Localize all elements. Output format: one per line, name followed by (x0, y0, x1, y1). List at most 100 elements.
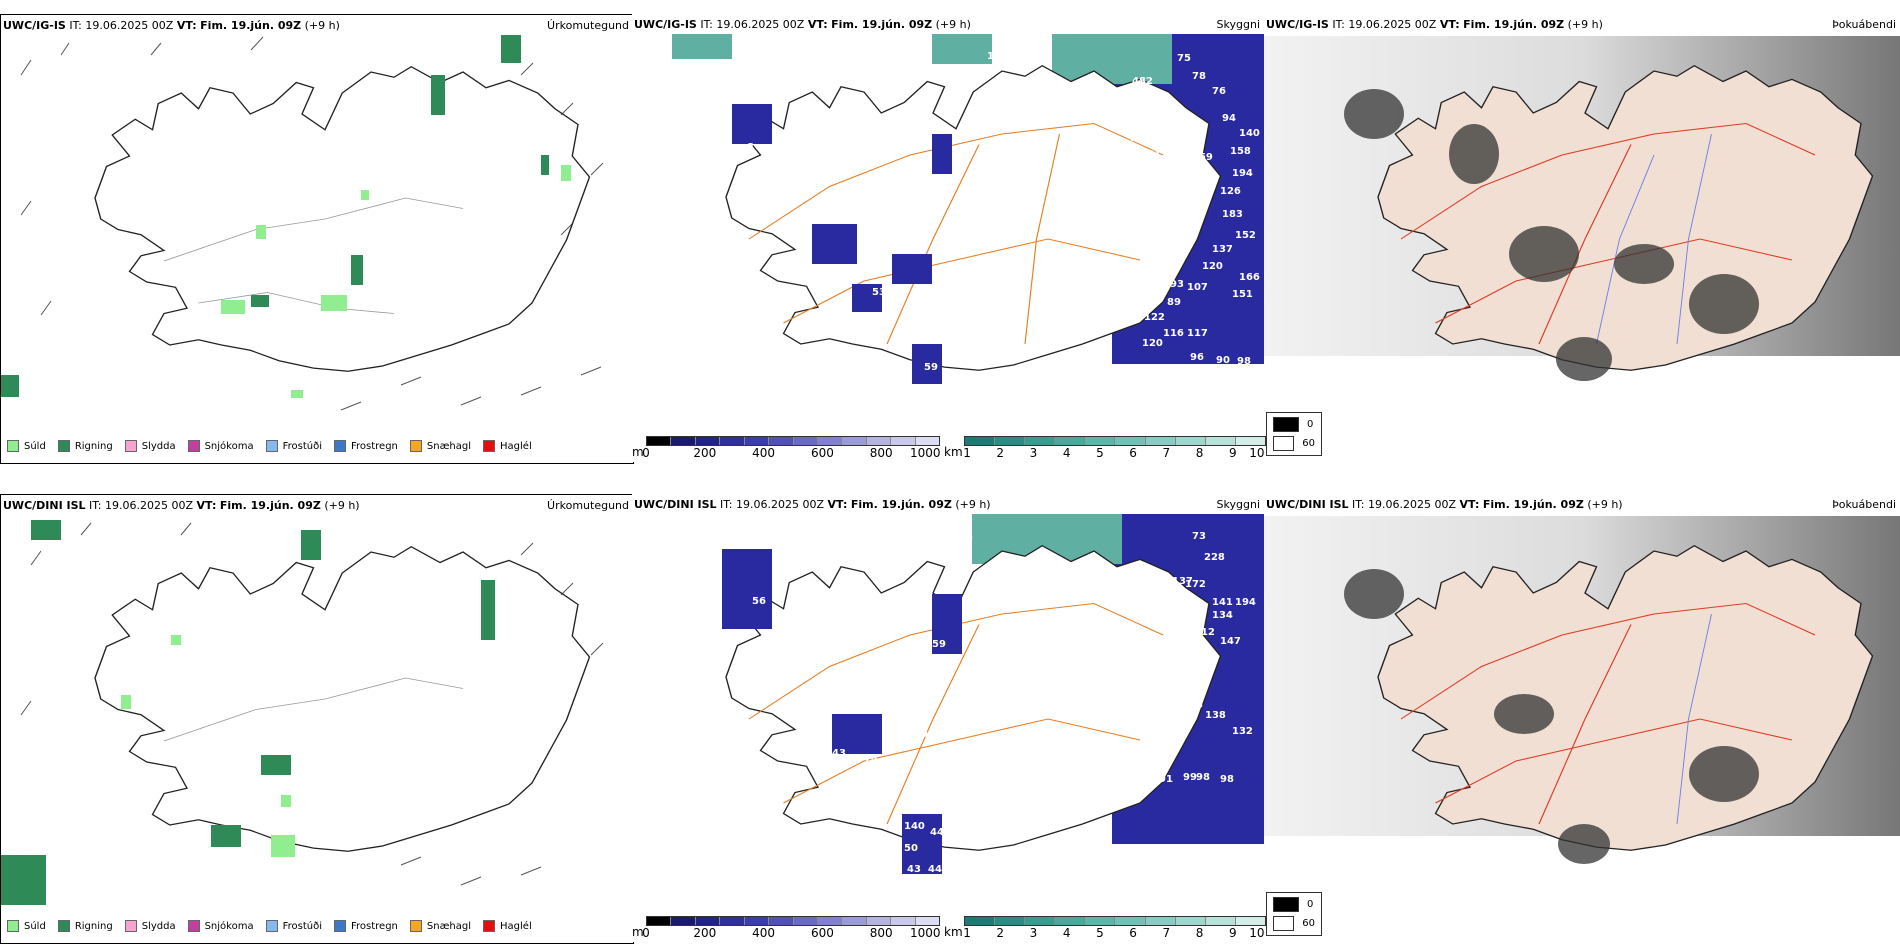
fog-dark-patches (1344, 89, 1759, 381)
colorbar-cell (842, 917, 867, 925)
legend-item: Rigning (57, 440, 113, 452)
colorbar-cell (915, 917, 940, 925)
fog-map (1264, 36, 1900, 381)
svg-text:194: 194 (1235, 597, 1256, 608)
colorbar-cell (995, 437, 1026, 445)
visibility-patches (732, 104, 952, 384)
colorbar-cell (769, 437, 794, 445)
svg-text:59: 59 (924, 362, 938, 373)
svg-text:135: 135 (1185, 614, 1206, 625)
legend-item: Snjókoma (187, 440, 254, 452)
colorbar-cell (915, 437, 940, 445)
legend-item: Haglél (483, 440, 532, 452)
legend-item: Frostúði (265, 440, 322, 452)
svg-text:152: 152 (1235, 230, 1256, 241)
svg-text:172: 172 (1185, 579, 1206, 590)
legend-item: Slydda (124, 440, 176, 452)
svg-text:173: 173 (1112, 280, 1133, 291)
svg-text:100: 100 (1142, 120, 1163, 131)
svg-text:207: 207 (837, 139, 858, 150)
svg-text:74: 74 (864, 754, 878, 765)
svg-text:76: 76 (1212, 86, 1226, 97)
precip-map (1, 35, 604, 411)
svg-text:137: 137 (1212, 244, 1233, 255)
svg-text:98: 98 (1196, 772, 1210, 783)
svg-text:50: 50 (904, 843, 918, 854)
colorbar-cell (1115, 917, 1146, 925)
svg-text:96: 96 (1190, 352, 1204, 363)
svg-text:73: 73 (1192, 531, 1206, 542)
svg-text:359: 359 (1192, 152, 1213, 163)
svg-text:138: 138 (1205, 710, 1226, 721)
colorbar-cell (1025, 917, 1056, 925)
svg-text:50: 50 (923, 750, 937, 761)
colorbar-cell (995, 917, 1026, 925)
svg-text:137: 137 (1172, 576, 1193, 587)
svg-text:58: 58 (1197, 194, 1211, 205)
colorbar-cell (817, 917, 843, 925)
svg-text:90: 90 (1216, 355, 1230, 366)
svg-text:126: 126 (1220, 186, 1241, 197)
colorbar-cell (891, 917, 916, 925)
svg-text:60: 60 (1150, 621, 1164, 632)
colorbar-cell (1115, 437, 1146, 445)
svg-text:183: 183 (1222, 209, 1243, 220)
svg-text:137: 137 (962, 313, 983, 324)
colorbar-cell (720, 437, 745, 445)
cloud-colorbar: km 1 2 3 4 5 6 7 8 9 10 (944, 916, 1266, 940)
colorbar-cell (1175, 917, 1206, 925)
svg-text:99: 99 (1183, 772, 1197, 783)
colorbar-cell (817, 437, 843, 445)
svg-text:120: 120 (1202, 261, 1223, 272)
fog-panel-igis: UWC/IG-IS IT: 19.06.2025 00Z VT: Fim. 19… (1264, 14, 1900, 462)
panel-header: UWC/DINI ISL IT: 19.06.2025 00Z VT: Fim.… (1266, 498, 1623, 511)
panel-type-label: Úrkomutegund (547, 499, 629, 512)
svg-text:11: 11 (884, 236, 898, 247)
svg-text:107: 107 (1187, 282, 1208, 293)
svg-text:100: 100 (907, 729, 928, 740)
precip-map (1, 520, 604, 905)
svg-text:88: 88 (1172, 671, 1186, 682)
svg-text:251: 251 (1196, 169, 1217, 180)
colorbar-cell (1145, 917, 1176, 925)
colorbar-cell (720, 917, 745, 925)
svg-text:89: 89 (1167, 297, 1181, 308)
rain-patches (1, 520, 495, 905)
colorbar-cell (744, 917, 770, 925)
svg-text:43: 43 (907, 864, 921, 875)
svg-text:228: 228 (940, 96, 961, 107)
svg-text:147: 147 (1220, 636, 1241, 647)
svg-text:59: 59 (932, 639, 946, 650)
svg-text:98: 98 (1237, 356, 1251, 367)
fog-dark-patches (1344, 569, 1759, 864)
colorbar-cell (1205, 917, 1236, 925)
svg-text:186: 186 (917, 551, 938, 562)
visibility-map: 211 126 186 73 228 141 194 134 172 147 1… (722, 514, 1264, 875)
svg-text:112: 112 (1194, 627, 1215, 638)
colorbar-cell (891, 437, 916, 445)
legend-item: Frostregn (334, 440, 398, 452)
svg-text:99: 99 (780, 156, 794, 167)
wind-barbs (20, 522, 604, 886)
svg-text:138: 138 (1155, 742, 1176, 753)
svg-text:106: 106 (1182, 700, 1203, 711)
svg-text:56: 56 (927, 283, 941, 294)
svg-text:54: 54 (787, 563, 801, 574)
svg-text:211: 211 (927, 534, 948, 545)
svg-text:67: 67 (942, 272, 956, 283)
svg-text:134: 134 (1212, 610, 1233, 621)
svg-text:482: 482 (1132, 76, 1153, 87)
colorbar-cell (965, 917, 996, 925)
rain-patches (1, 35, 549, 397)
visibility-numbers: 189 482 75 78 76 94 140 100 148 158 81 8… (747, 51, 1260, 413)
svg-text:78: 78 (1192, 71, 1206, 82)
svg-text:86: 86 (927, 676, 941, 687)
svg-text:140: 140 (885, 758, 906, 769)
svg-text:76: 76 (984, 750, 998, 761)
colorbar-cell (695, 917, 721, 925)
colorbar-cell (744, 437, 770, 445)
legend-item: Snjókoma (187, 920, 254, 932)
colorbar-cell (866, 917, 892, 925)
legend-item: Súld (7, 920, 46, 932)
legend-item: Snæhagl (409, 440, 471, 452)
